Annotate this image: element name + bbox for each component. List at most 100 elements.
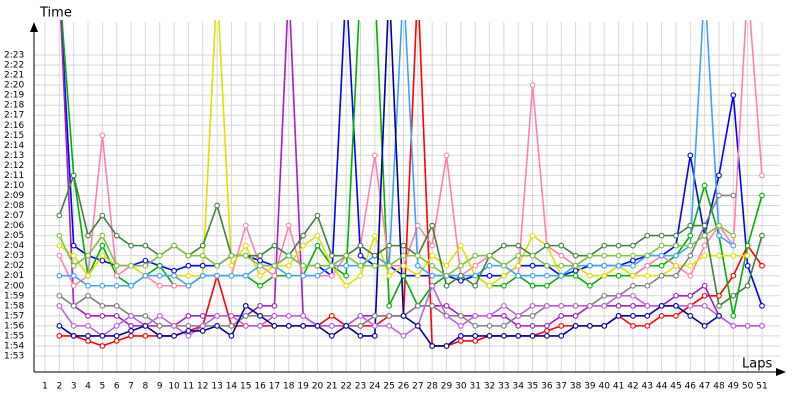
lap-point (515, 262, 522, 269)
lap-point (343, 252, 349, 259)
lap-point (185, 252, 192, 259)
lap-point (744, 242, 751, 249)
lap-point (70, 333, 77, 339)
lap-point (716, 302, 722, 309)
x-axis-arrow (776, 368, 786, 376)
lap-point (759, 323, 765, 329)
lap-point (630, 292, 636, 299)
y-tick-label: 2:13 (4, 151, 24, 161)
y-tick-label: 2:09 (4, 191, 24, 201)
lap-point (716, 222, 722, 229)
lap-point (171, 333, 177, 339)
lap-point (486, 333, 493, 339)
lap-point (687, 312, 694, 319)
lap-point (371, 262, 378, 269)
y-tick-label: 1:57 (4, 311, 24, 321)
lap-point (529, 82, 536, 89)
lap-point (687, 252, 694, 259)
lap-point (56, 242, 63, 249)
lap-point (687, 272, 694, 279)
lap-point (99, 312, 106, 319)
y-tick-label: 2:03 (4, 251, 24, 261)
lap-point (472, 312, 479, 319)
lap-point (185, 262, 192, 269)
lap-point (515, 333, 522, 339)
lap-point (673, 232, 679, 239)
lap-point (113, 262, 120, 269)
lap-point (472, 272, 479, 279)
lap-point (70, 302, 77, 309)
lap-point (271, 312, 278, 319)
lap-point (429, 282, 436, 289)
lap-point (644, 302, 651, 309)
lap-point (85, 232, 91, 239)
lap-point (371, 312, 378, 319)
lap-point (529, 302, 536, 309)
x-tick-label: 34 (512, 382, 524, 392)
lap-point (601, 242, 608, 249)
lap-point (673, 242, 679, 249)
ticks: 1:531:541:551:561:571:581:592:002:012:02… (4, 51, 768, 392)
lap-point (443, 312, 450, 319)
y-tick-label: 2:05 (4, 231, 24, 241)
lap-point (156, 262, 163, 269)
lap-point (716, 292, 722, 299)
x-tick-label: 38 (570, 382, 582, 392)
lap-point (386, 262, 393, 269)
lap-point (214, 272, 220, 279)
x-tick-label: 51 (756, 382, 767, 392)
lap-point (429, 222, 436, 229)
x-tick-label: 9 (157, 382, 163, 392)
lap-point (56, 323, 63, 329)
lap-point (587, 302, 593, 309)
lap-point (85, 333, 91, 339)
y-tick-label: 1:59 (4, 291, 24, 301)
lap-point (744, 252, 751, 259)
lap-point (472, 262, 479, 269)
lap-point (730, 252, 737, 259)
lap-point (99, 282, 106, 289)
lap-point (443, 302, 450, 309)
x-tick-label: 25 (383, 382, 394, 392)
lap-point (744, 282, 751, 289)
lap-point (601, 323, 608, 329)
lap-point (314, 272, 321, 279)
lap-point (113, 338, 120, 344)
lap-point (486, 323, 493, 329)
lap-point (85, 282, 91, 289)
lap-point (70, 172, 77, 179)
lap-point (400, 262, 407, 269)
y-tick-label: 2:23 (4, 51, 24, 61)
lap-point (572, 323, 579, 329)
lap-point (371, 232, 378, 239)
lap-point (443, 343, 450, 349)
lap-point (701, 252, 708, 259)
lap-point (615, 242, 622, 249)
lap-point (630, 242, 636, 249)
lap-point (544, 323, 550, 329)
x-tick-label: 3 (71, 382, 77, 392)
lap-point (185, 328, 192, 334)
series-line (58, 283, 762, 337)
lap-point (730, 312, 737, 319)
lap-point (185, 333, 192, 339)
lap-point (128, 328, 134, 334)
lap-point (572, 262, 579, 269)
x-tick-label: 5 (99, 382, 105, 392)
lap-point (429, 242, 436, 249)
y-tick-label: 2:21 (4, 71, 24, 81)
lap-point (242, 222, 249, 229)
y-tick-label: 2:11 (4, 171, 24, 181)
x-tick-label: 36 (541, 382, 553, 392)
lap-point (171, 323, 177, 329)
y-tick-label: 2:08 (4, 201, 24, 211)
x-tick-label: 11 (183, 382, 194, 392)
lap-point (113, 232, 120, 239)
lap-point (414, 302, 421, 309)
lap-point (501, 312, 507, 319)
lap-point (285, 312, 292, 319)
y-tick-label: 2:18 (4, 101, 24, 111)
x-tick-label: 10 (168, 382, 180, 392)
lap-point (343, 282, 349, 289)
lap-point (314, 262, 321, 269)
